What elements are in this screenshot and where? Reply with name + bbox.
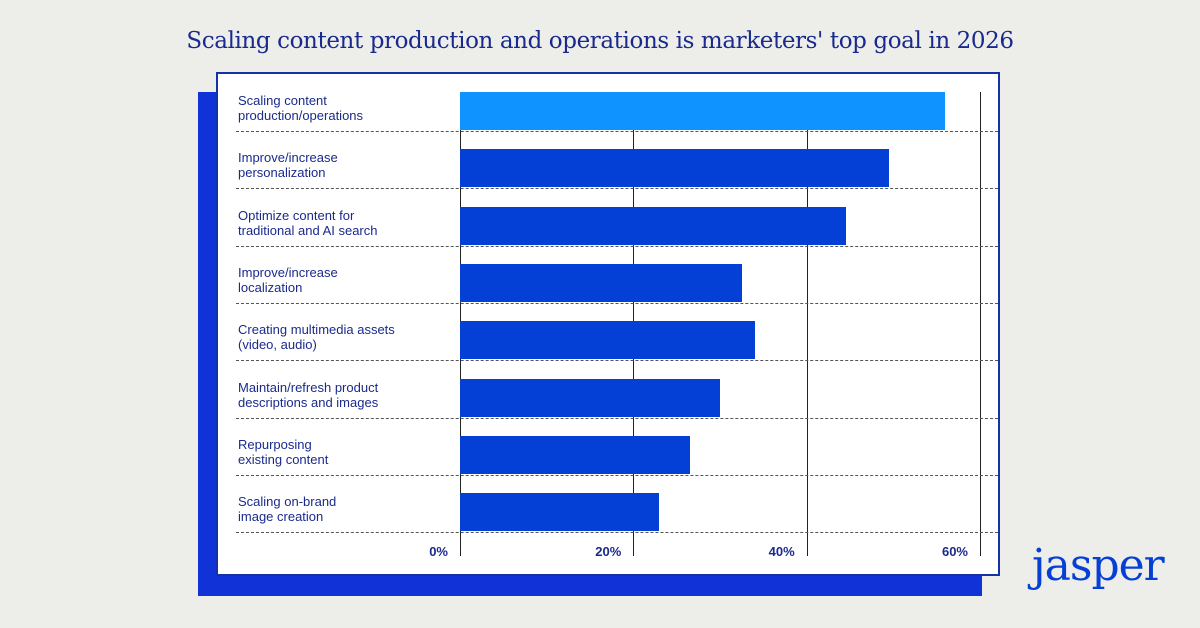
category-label: Improve/increase localization	[238, 264, 338, 295]
row-separator	[236, 188, 998, 190]
chart-title: Scaling content production and operation…	[186, 28, 1014, 54]
category-label: Optimize content for traditional and AI …	[238, 207, 378, 238]
gridline-40	[806, 92, 808, 556]
bar-7	[460, 493, 660, 532]
bar-5	[460, 378, 720, 417]
category-label: Scaling content production/operations	[238, 93, 364, 123]
bar-3	[460, 263, 742, 302]
gridline-60	[980, 92, 981, 556]
tick-label: 0%	[429, 544, 448, 559]
row-separator	[236, 474, 998, 476]
row-separator	[236, 417, 998, 419]
row-separator	[236, 131, 998, 132]
bar-4	[460, 321, 755, 360]
row-separator	[236, 245, 998, 247]
category-label: Improve/increase personalization	[238, 150, 338, 181]
tick-label: 60%	[941, 544, 968, 559]
row-separator	[236, 532, 998, 534]
tick-label: 20%	[595, 544, 622, 559]
category-label: Scaling on-brand image creation	[238, 494, 337, 525]
bar-0	[460, 92, 946, 130]
jasper-logo: jasper	[1032, 540, 1165, 591]
tick-label: 40%	[768, 544, 795, 559]
category-label: Creating multimedia assets (video, audio…	[238, 322, 395, 353]
row-separator	[236, 302, 998, 304]
category-label: Repurposing existing content	[238, 436, 329, 467]
chart-card: Scaling content production/operations Imp…	[216, 72, 1000, 576]
bar-2	[460, 206, 846, 245]
bar-6	[460, 435, 690, 474]
category-label: Maintain/refresh product descriptions an…	[238, 379, 379, 410]
row-separator	[236, 360, 998, 362]
bar-1	[460, 149, 889, 188]
